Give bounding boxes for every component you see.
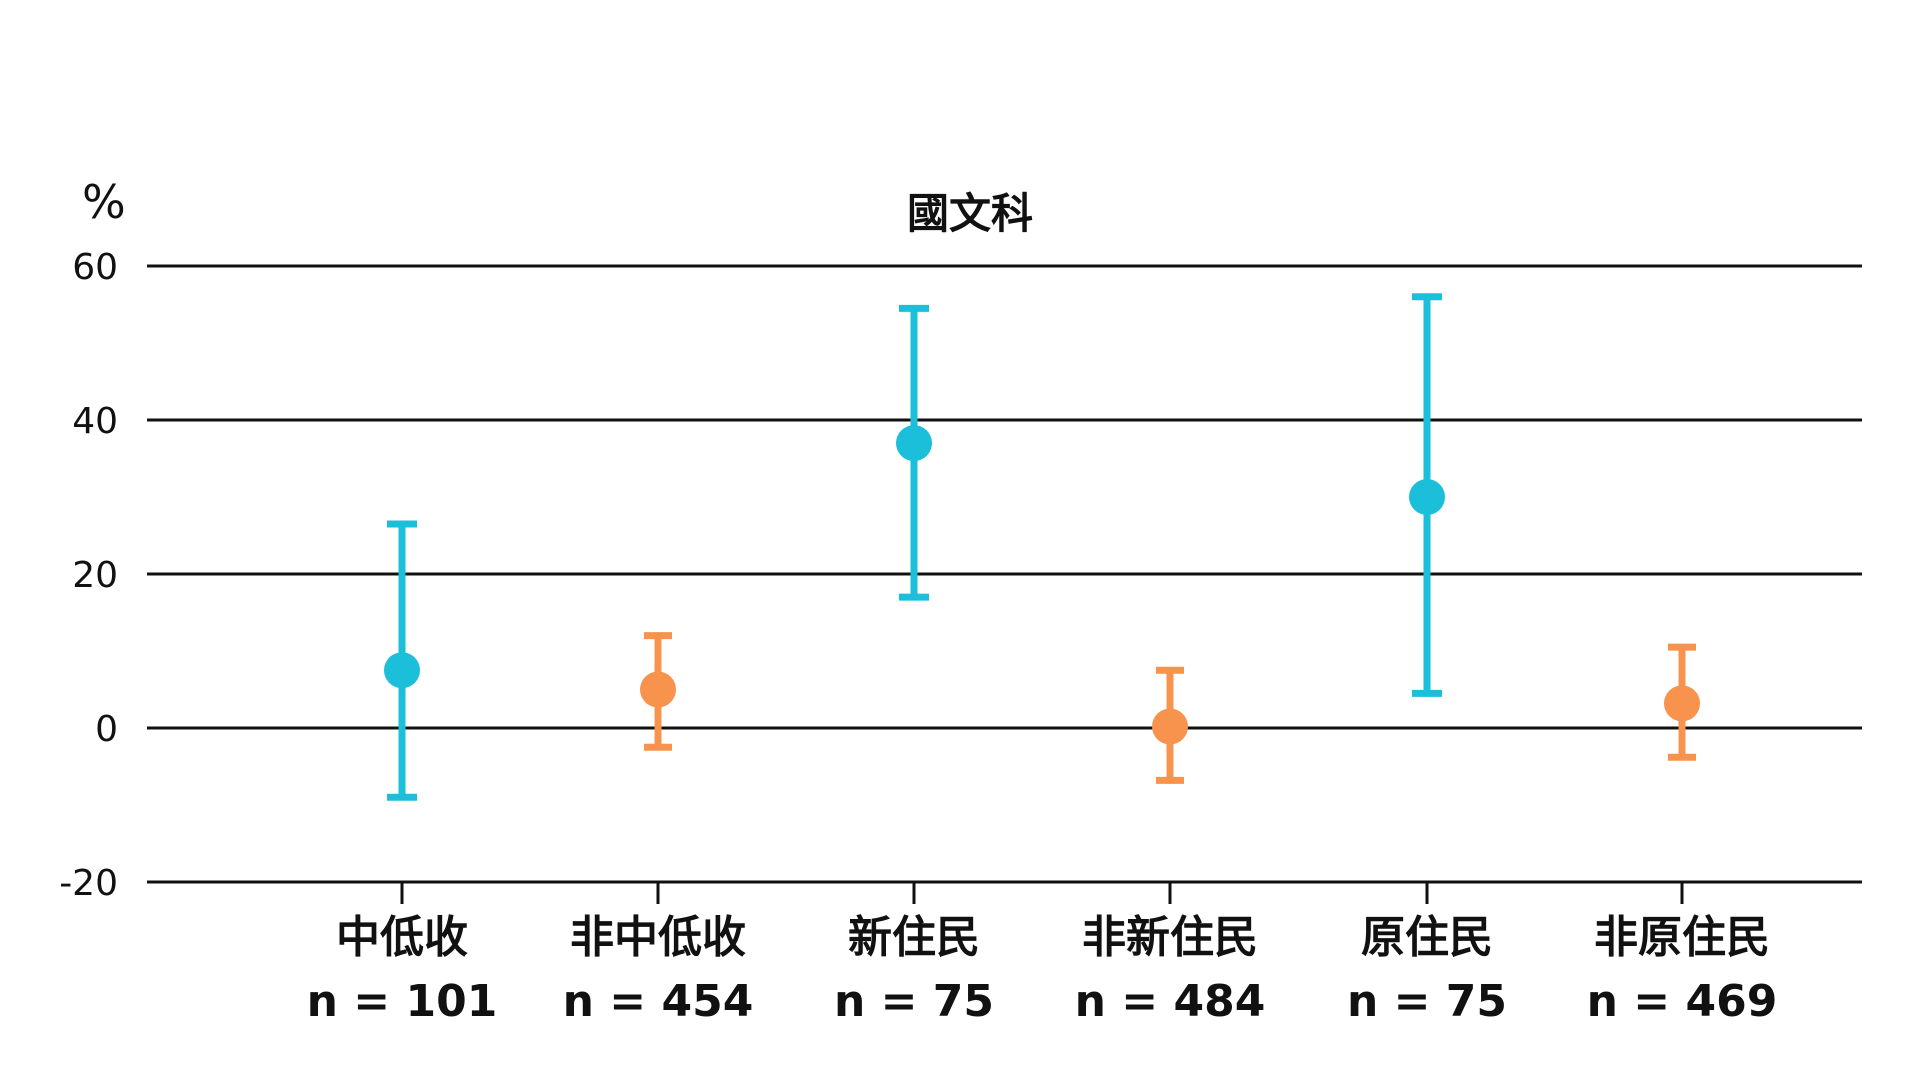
x-sample-size-label: n = 469 [1587, 976, 1778, 1027]
data-point [1409, 479, 1445, 515]
data-point [640, 671, 676, 708]
x-sample-size-label: n = 75 [834, 976, 994, 1027]
category-labels: 中低收 n = 101 非中低收 n = 454 新住民 n = 75 非新住民 n = 48… [307, 912, 1778, 1027]
x-sample-size-label: n = 75 [1347, 976, 1507, 1027]
error-bar-group [1409, 293, 1445, 697]
y-tick-label: 20 [72, 555, 118, 596]
y-axis-unit: % [82, 175, 126, 229]
x-category-label: 新住民 [848, 912, 980, 963]
x-sample-size-label: n = 454 [563, 976, 754, 1027]
data-point [1664, 685, 1700, 722]
data-point [1152, 708, 1188, 745]
x-category-label: 中低收 [336, 912, 468, 963]
x-sample-size-label: n = 484 [1075, 976, 1266, 1027]
x-sample-size-label: n = 101 [307, 976, 498, 1027]
gridlines [147, 264, 1862, 884]
error-bar-group [384, 520, 420, 801]
data-point [384, 652, 420, 689]
y-tick-label: 0 [95, 709, 118, 750]
y-tick-label: 60 [72, 247, 118, 288]
x-tick-marks [400, 882, 1684, 904]
x-category-label: 原住民 [1361, 912, 1493, 963]
y-tick-label: -20 [59, 863, 118, 904]
y-tick-label: 40 [72, 401, 118, 442]
x-category-label: 非中低收 [570, 912, 746, 963]
y-tick-labels: -20 0 20 40 60 [59, 247, 118, 904]
chart-title: 國文科 [907, 189, 1033, 238]
error-bar-group [1664, 643, 1700, 761]
x-category-label: 非新住民 [1082, 912, 1258, 963]
data-point [896, 425, 932, 462]
error-bar-group [896, 304, 932, 601]
error-bar-group [640, 632, 676, 751]
error-bars [384, 293, 1700, 801]
x-category-label: 非原住民 [1594, 912, 1770, 963]
error-bar-group [1152, 666, 1188, 784]
